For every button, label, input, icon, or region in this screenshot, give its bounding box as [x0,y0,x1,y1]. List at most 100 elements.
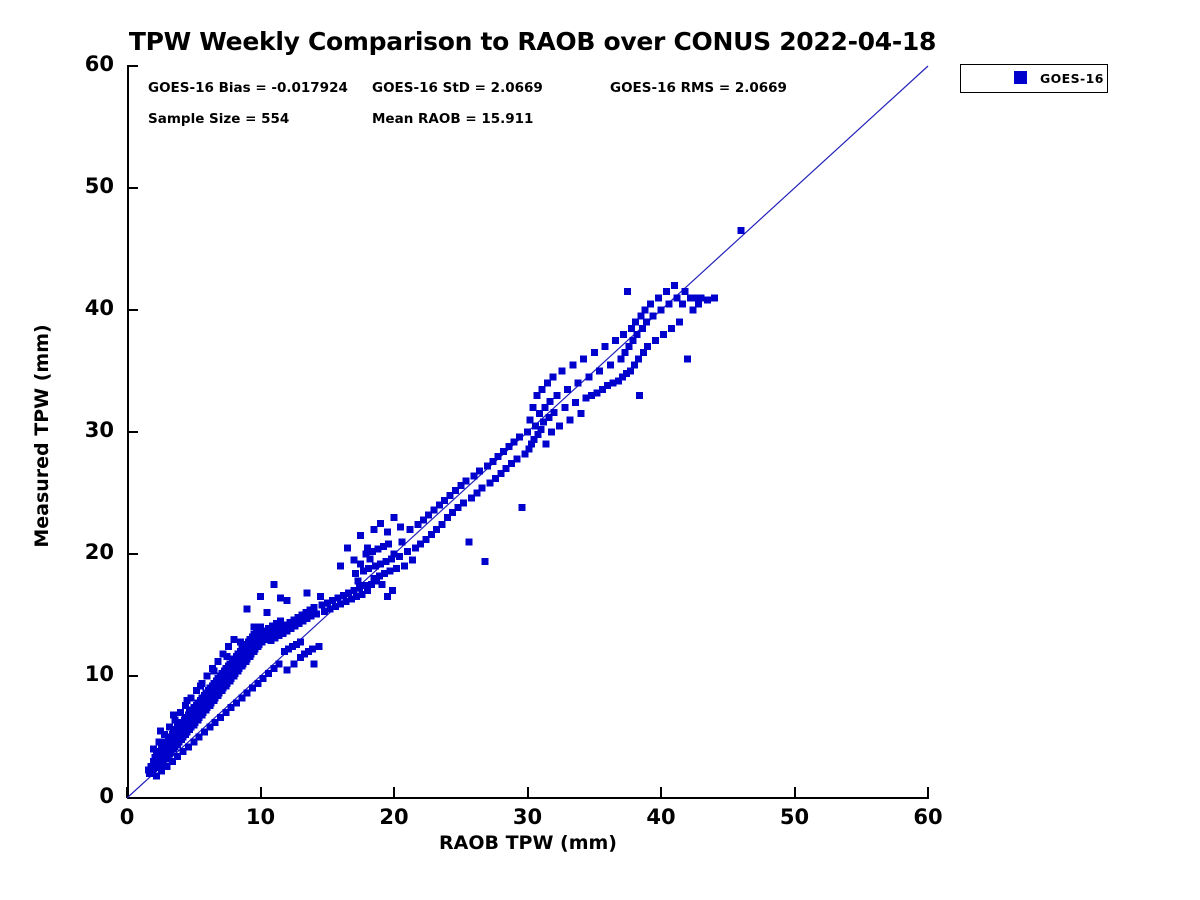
scatter-point [374,545,382,553]
scatter-point [227,704,235,712]
x-tick-20 [393,787,395,798]
scatter-point [692,294,700,302]
scatter-point [290,660,298,668]
scatter-point [354,577,362,585]
scatter-point [317,593,325,601]
scatter-point [652,337,660,344]
scatter-point [155,738,163,746]
scatter-point [497,469,505,477]
scatter-point [534,430,542,438]
scatter-point [347,595,355,603]
scatter-point [279,629,287,637]
scatter-point [505,443,513,451]
scatter-point [566,416,574,424]
scatter-point [609,379,617,387]
scatter-point [303,615,311,623]
scatter-point [377,560,385,568]
scatter-point [329,596,337,604]
scatter-point [210,667,218,675]
scatter-point [350,556,358,564]
scatter-point [641,306,649,314]
scatter-point [353,593,361,601]
y-tick-0 [127,797,138,799]
scatter-point [657,306,665,314]
scatter-point [574,379,582,387]
scatter-point [433,526,441,534]
scatter-point [274,626,282,634]
legend-box[interactable] [960,64,1108,93]
x-ticklabel-50: 50 [779,805,810,829]
scatter-point [443,513,451,521]
scatter-point [232,699,240,707]
y-ticklabel-0: 0 [99,784,114,808]
scatter-point [155,759,163,767]
scatter-point [375,572,383,580]
scatter-point [430,506,438,514]
scatter-point [499,448,507,456]
scatter-point [626,367,634,375]
scatter-point [590,349,598,357]
scatter-point [158,767,166,775]
scatter-point [357,560,365,568]
scatter-point [192,687,200,695]
legend-label: GOES-16 [1040,71,1104,86]
scatter-point [263,609,271,617]
scatter-point [182,701,190,709]
scatter-point [419,516,427,524]
scatter-point [299,617,307,625]
x-tick-30 [526,787,529,798]
legend-marker-icon [1014,71,1027,84]
y-ticklabel-40: 40 [84,296,114,320]
scatter-point [614,377,622,385]
scatter-point [660,330,668,338]
scatter-point [383,593,391,601]
scatter-point [529,404,537,412]
scatter-point [270,581,278,588]
scatter-point [190,738,198,746]
scatter-point [362,550,370,558]
scatter-point [457,482,465,490]
scatter-point [387,555,395,563]
scatter-point [678,300,686,308]
scatter-point [441,496,449,504]
scatter-point [357,532,365,540]
y-tick-50 [127,187,138,189]
scatter-point [588,391,596,399]
scatter-point [646,300,654,308]
scatter-point [475,467,483,475]
scatter-point [305,648,313,656]
scatter-point [704,296,712,304]
scatter-point [385,540,393,548]
scatter-point [598,385,606,393]
y-ticklabel-20: 20 [84,540,114,564]
scatter-point [390,550,398,558]
y-axis-label: Measured TPW (mm) [31,324,53,548]
scatter-point [343,544,351,552]
scatter-point [593,389,601,397]
y-tick-40 [127,309,138,311]
scatter-point [171,716,179,724]
scatter-point [637,312,645,320]
scatter-point [582,394,590,402]
plot-area [126,65,929,799]
scatter-point [577,410,585,418]
scatter-point [625,343,633,351]
scatter-point [298,611,306,619]
scatter-point [156,727,164,735]
scatter-point [525,445,533,453]
scatter-point [393,565,401,573]
scatter-point [176,709,184,717]
scatter-point [291,622,299,630]
scatter-point [334,594,342,602]
scatter-point [283,666,291,674]
scatter-point [465,538,473,546]
scatter-point [166,723,174,731]
scatter-point [546,398,554,405]
scatter-point [238,694,246,702]
scatter-point [270,628,278,636]
scatter-point [358,590,366,598]
scatter-point [174,753,182,761]
scatter-point [363,544,371,552]
scatter-point [553,391,561,399]
